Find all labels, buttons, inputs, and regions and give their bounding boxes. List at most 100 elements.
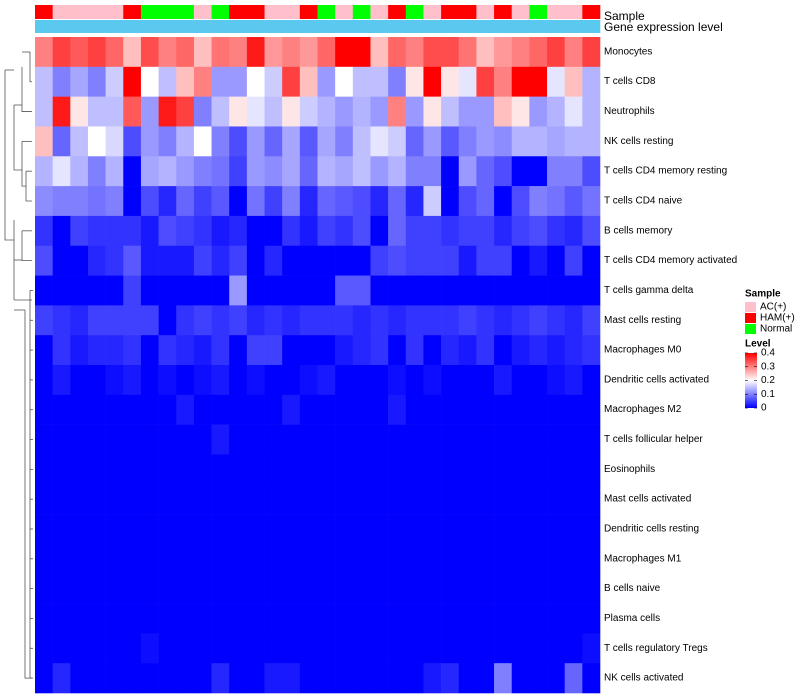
heatmap-cell [529, 37, 548, 68]
heatmap-cell [211, 66, 230, 97]
heatmap-cell [547, 66, 565, 97]
gene-annot-cell-18 [335, 20, 354, 33]
heatmap-cell [423, 573, 442, 604]
heatmap-cell [282, 454, 301, 485]
heatmap-cell [299, 543, 318, 575]
heatmap-cell [282, 633, 301, 664]
heatmap-cell [388, 603, 407, 634]
heatmap-cell [335, 514, 354, 545]
heatmap-cell [246, 335, 265, 366]
heatmap-cell [158, 514, 177, 545]
heatmap-cell [352, 633, 371, 664]
heatmap-cell [105, 424, 124, 455]
heatmap-cell [423, 394, 442, 425]
heatmap-cell [35, 96, 53, 127]
heatmap-cell [176, 335, 195, 366]
gene-annot-cell-4 [87, 20, 106, 33]
heatmap-cell [458, 275, 477, 306]
heatmap-cell [211, 394, 230, 425]
heatmap-cell [158, 215, 177, 247]
heatmap-cell [582, 603, 601, 634]
sample-annot-cell-11 [211, 5, 230, 19]
heatmap-cell [494, 543, 513, 575]
sample-annot-cell-15 [282, 5, 301, 19]
heatmap-cell [547, 633, 565, 664]
heatmap-cell [176, 394, 195, 425]
heatmap-cell [370, 424, 389, 455]
heatmap-cell [494, 305, 513, 336]
heatmap-cell [105, 365, 124, 396]
heatmap-cell [140, 454, 159, 485]
heatmap-cell [158, 126, 177, 157]
heatmap-cell [264, 663, 283, 694]
heatmap-cell [441, 454, 460, 485]
gene-annot-cell-3 [70, 20, 89, 33]
heatmap-cell [87, 663, 106, 694]
heatmap-cell [229, 603, 248, 634]
heatmap-cell [547, 394, 565, 425]
heatmap-cell [211, 365, 230, 396]
heatmap-cell [405, 275, 424, 306]
heatmap-cell [105, 543, 124, 575]
row-label: T cells regulatory Tregs [604, 643, 708, 654]
heatmap-cell [352, 454, 371, 485]
heatmap-cell [35, 633, 53, 664]
legend-swatch-ac [745, 302, 756, 312]
heatmap-cell [564, 275, 583, 306]
heatmap-cell [529, 663, 548, 694]
row-label: Dendritic cells resting [604, 524, 699, 535]
annotation-label-gene-expression: Gene expression level [604, 20, 723, 34]
heatmap-cell [317, 96, 336, 127]
heatmap-cell [105, 484, 124, 515]
heatmap-cell [35, 394, 53, 425]
row-label: T cells CD4 memory activated [604, 255, 737, 266]
heatmap-cell [264, 96, 283, 127]
heatmap-cell [458, 335, 477, 366]
heatmap-cell [264, 603, 283, 634]
heatmap-cell [158, 633, 177, 664]
heatmap-cell [158, 573, 177, 604]
heatmap-cell [352, 245, 371, 276]
heatmap-cell [423, 156, 442, 187]
heatmap-cell [229, 37, 248, 68]
heatmap-cell [52, 454, 71, 485]
heatmap-cell [246, 603, 265, 634]
heatmap-cell [511, 37, 530, 68]
heatmap-cell [476, 215, 495, 247]
heatmap-cell [52, 543, 71, 575]
heatmap-cell [511, 126, 530, 157]
heatmap-cell [193, 633, 212, 664]
sample-annot-cell-24 [441, 5, 460, 19]
heatmap-cell [423, 96, 442, 127]
heatmap-cell [388, 126, 407, 157]
heatmap-cell [246, 454, 265, 485]
heatmap-cell [140, 394, 159, 425]
heatmap-cell [176, 37, 195, 68]
heatmap-cell [335, 186, 354, 217]
heatmap-cell [317, 275, 336, 306]
gene-annot-cell-17 [317, 20, 336, 33]
heatmap-cell [335, 215, 354, 247]
heatmap-cell [299, 365, 318, 396]
heatmap-cell [123, 126, 142, 157]
heatmap-cell [458, 365, 477, 396]
heatmap-cell [388, 633, 407, 664]
dendrogram-branch [25, 171, 32, 202]
heatmap-cell [547, 454, 565, 485]
row-label: Dendritic cells activated [604, 374, 709, 385]
heatmap-cells [35, 37, 601, 694]
heatmap-cell [246, 156, 265, 187]
heatmap-cell [158, 543, 177, 575]
heatmap-cell [52, 424, 71, 455]
row-label: Macrophages M0 [604, 345, 682, 356]
heatmap-cell [70, 543, 89, 575]
heatmap-cell [405, 484, 424, 515]
heatmap-cell [105, 275, 124, 306]
heatmap-cell [388, 663, 407, 694]
heatmap-cell [511, 633, 530, 664]
heatmap-cell [352, 603, 371, 634]
heatmap-cell [388, 454, 407, 485]
heatmap-cell [335, 126, 354, 157]
heatmap-cell [52, 245, 71, 276]
heatmap-cell [317, 245, 336, 276]
